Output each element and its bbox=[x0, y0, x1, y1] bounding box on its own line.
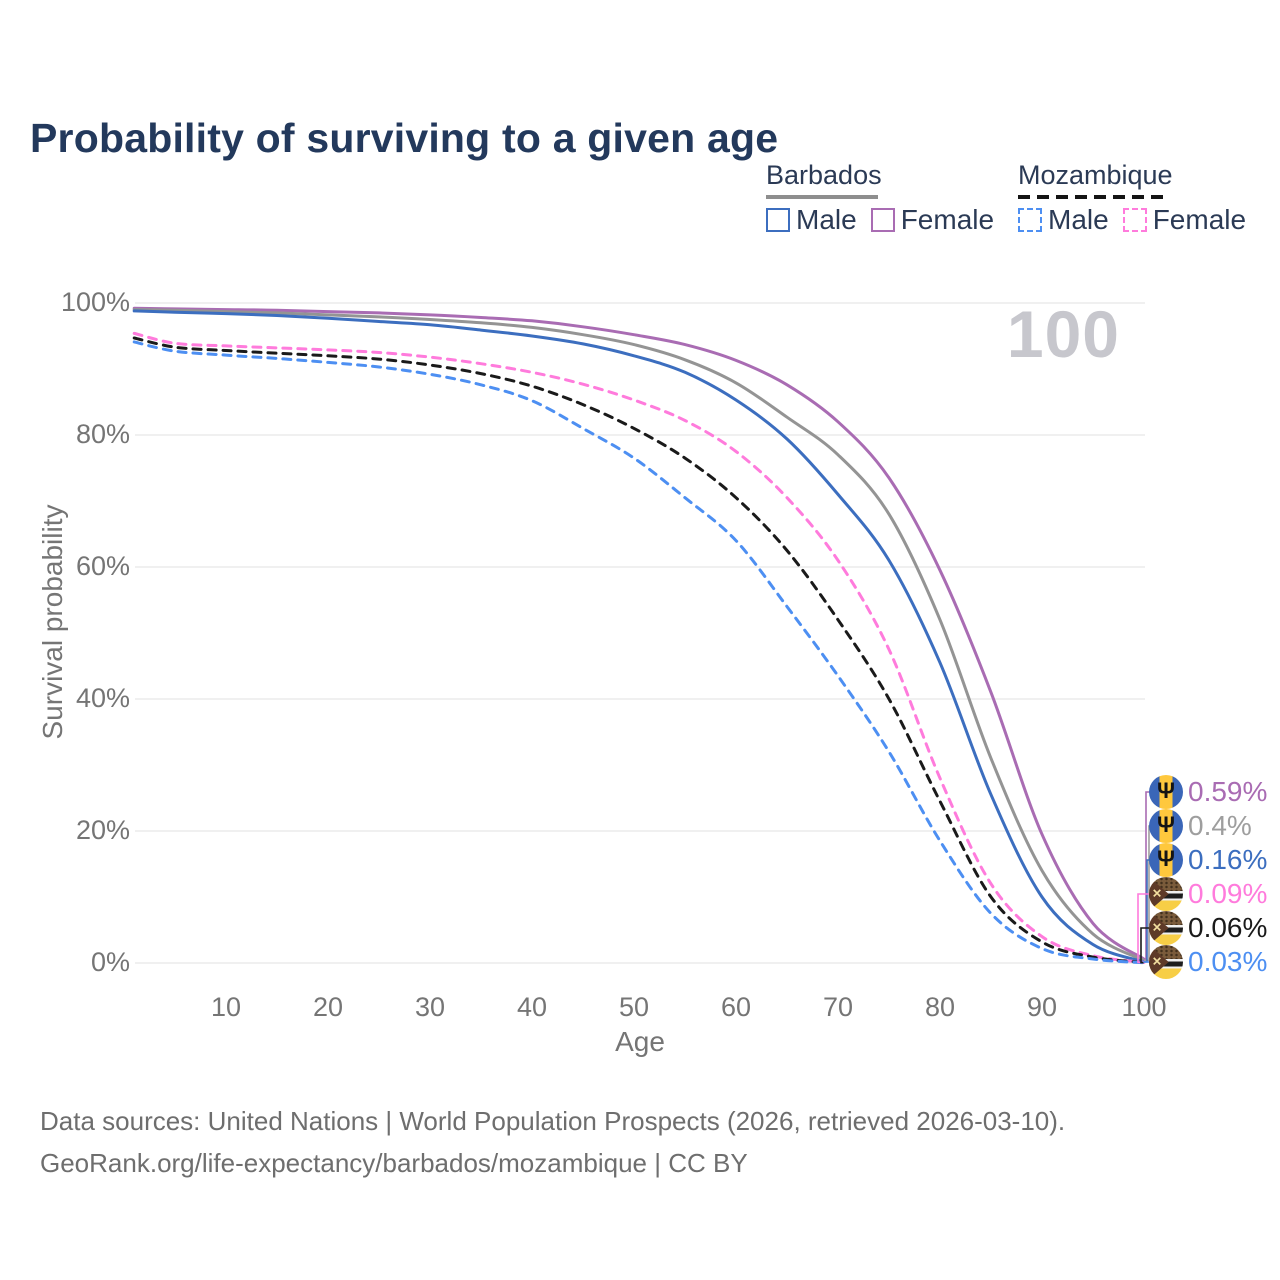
trident-icon: Ψ bbox=[1157, 778, 1175, 803]
hover-age-watermark: 100 bbox=[1006, 297, 1120, 371]
footer-sources: Data sources: United Nations | World Pop… bbox=[40, 1106, 1066, 1136]
mozambique-flag-icon: ✕ bbox=[1149, 911, 1183, 945]
legend-underline-dashed bbox=[1018, 195, 1168, 199]
end-label-connector bbox=[1144, 791, 1150, 960]
end-label-value: 0.4% bbox=[1188, 810, 1252, 841]
flag-emblem: ✕ bbox=[1152, 920, 1163, 935]
legend-item-label: Male bbox=[1048, 204, 1109, 235]
x-tick-label: 20 bbox=[312, 992, 344, 1022]
legend-country-label: Mozambique bbox=[1018, 160, 1173, 190]
y-axis-title: Survival probability bbox=[37, 504, 68, 740]
legend-country-label: Barbados bbox=[766, 160, 882, 190]
series-line-barbados-both-sexes-[interactable] bbox=[132, 308, 1146, 962]
x-tick-label: 30 bbox=[414, 992, 446, 1022]
legend-item-barbados-female[interactable]: Female bbox=[870, 204, 995, 236]
footer-attribution: GeoRank.org/life-expectancy/barbados/moz… bbox=[40, 1148, 748, 1178]
legend-item-mozambique-male[interactable]: Male bbox=[1018, 204, 1109, 236]
x-tick-label: 10 bbox=[210, 992, 242, 1022]
series-line-barbados-male[interactable] bbox=[132, 309, 1146, 964]
y-tick-label: 0% bbox=[90, 947, 130, 977]
legend-swatch-solid-blue bbox=[766, 208, 790, 232]
legend-swatch-dashed-pink bbox=[1122, 208, 1147, 232]
end-label-row: Ψ 0.59% bbox=[1149, 774, 1267, 810]
end-label-value: 0.06% bbox=[1188, 912, 1268, 943]
x-tick-label: 80 bbox=[924, 992, 956, 1022]
x-tick-label: 60 bbox=[720, 992, 752, 1022]
y-tick-label: 100% bbox=[60, 287, 130, 317]
y-tick-label: 20% bbox=[75, 815, 130, 845]
legend-group-barbados: Barbados bbox=[766, 160, 882, 199]
end-label-row: Ψ 0.16% bbox=[1149, 842, 1267, 878]
end-label-value: 0.03% bbox=[1188, 946, 1268, 977]
legend-item-label: Male bbox=[796, 204, 857, 235]
legend-items-mozambique: Male Female bbox=[1018, 204, 1246, 236]
mozambique-flag-icon: ✕ bbox=[1149, 877, 1183, 911]
end-label-connector bbox=[1143, 961, 1150, 963]
end-label-value: 0.09% bbox=[1188, 878, 1268, 909]
legend-item-label: Female bbox=[1152, 204, 1247, 235]
end-label-row: ✕ 0.09% bbox=[1149, 876, 1267, 912]
flag-emblem: ✕ bbox=[1152, 954, 1163, 969]
x-tick-label: 90 bbox=[1026, 992, 1058, 1022]
page-title: Probability of surviving to a given age bbox=[30, 115, 779, 162]
x-tick-label: 70 bbox=[822, 992, 854, 1022]
legend-group-mozambique: Mozambique bbox=[1018, 160, 1173, 199]
legend-item-label: Female bbox=[900, 204, 995, 235]
x-tick-label: 100 bbox=[1121, 992, 1167, 1022]
legend-item-mozambique-female[interactable]: Female bbox=[1122, 204, 1247, 236]
x-tick-label: 40 bbox=[516, 992, 548, 1022]
series-line-mozambique-female[interactable] bbox=[132, 331, 1146, 964]
legend-swatch-solid-purple bbox=[870, 208, 895, 232]
trident-icon: Ψ bbox=[1157, 846, 1175, 871]
x-axis-title: Age bbox=[615, 1026, 665, 1057]
y-tick-label: 60% bbox=[75, 551, 130, 581]
end-label-row: ✕ 0.03% bbox=[1149, 944, 1267, 980]
series-line-barbados-female[interactable] bbox=[132, 306, 1146, 961]
legend-underline-solid bbox=[766, 195, 878, 199]
end-label-value: 0.59% bbox=[1188, 776, 1268, 807]
flag-emblem: ✕ bbox=[1152, 886, 1163, 901]
legend-items-barbados: Male Female bbox=[766, 204, 994, 236]
series-line-mozambique-male[interactable] bbox=[132, 340, 1146, 965]
barbados-flag-icon: Ψ bbox=[1149, 775, 1183, 809]
end-label-value: 0.16% bbox=[1188, 844, 1268, 875]
y-tick-label: 40% bbox=[75, 683, 130, 713]
legend-item-barbados-male[interactable]: Male bbox=[766, 204, 857, 236]
x-tick-label: 50 bbox=[618, 992, 650, 1022]
legend-swatch-dashed-blue bbox=[1018, 208, 1042, 232]
series-line-mozambique-both-sexes-[interactable] bbox=[132, 336, 1146, 965]
end-label-row: ✕ 0.06% bbox=[1149, 910, 1267, 946]
mozambique-flag-icon: ✕ bbox=[1149, 945, 1183, 979]
trident-icon: Ψ bbox=[1157, 812, 1175, 837]
end-label-connector bbox=[1140, 927, 1150, 964]
barbados-flag-icon: Ψ bbox=[1149, 843, 1183, 877]
barbados-flag-icon: Ψ bbox=[1149, 809, 1183, 843]
end-label-row: Ψ 0.4% bbox=[1149, 808, 1252, 844]
y-tick-label: 80% bbox=[75, 419, 130, 449]
